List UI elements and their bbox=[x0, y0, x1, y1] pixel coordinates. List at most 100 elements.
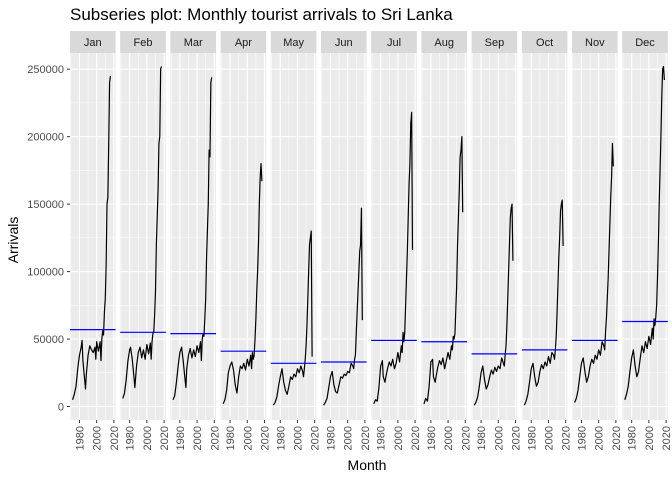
panel-background bbox=[270, 53, 317, 420]
facet-panel-jan: Jan 1980 2000 2020 bbox=[70, 31, 121, 450]
facet-panel-aug: Aug 1980 2000 2020 bbox=[421, 31, 472, 450]
x-tick-label: 1980 bbox=[74, 426, 86, 450]
x-tick-label: 2020 bbox=[159, 426, 171, 450]
x-tick-label: 2000 bbox=[493, 426, 505, 450]
x-tick-label: 2020 bbox=[410, 426, 422, 450]
facet-strip bbox=[421, 31, 467, 53]
y-tick-label: 0 bbox=[58, 402, 64, 414]
panel-background bbox=[622, 53, 668, 420]
facet-strip-label: Feb bbox=[134, 37, 153, 49]
facet-strip bbox=[270, 31, 317, 53]
x-tick-label: 1980 bbox=[275, 426, 287, 450]
panel-background bbox=[421, 53, 467, 420]
facet-panels: Jan 1980 2000 2020 Feb 1980 2000 2020 Mar 1980 200… bbox=[70, 31, 672, 450]
x-tick-label: 2020 bbox=[360, 426, 372, 450]
series-line bbox=[523, 199, 564, 406]
facet-panel-dec: Dec 1980 2000 2020 bbox=[622, 31, 672, 450]
series-line bbox=[122, 66, 163, 399]
x-tick-label: 1980 bbox=[576, 426, 588, 450]
y-tick-label: 50000 bbox=[33, 334, 64, 346]
y-axis: 0 50000 100000 150000 200000 250000 bbox=[27, 64, 70, 414]
x-tick-label: 1980 bbox=[426, 426, 438, 450]
series-line bbox=[423, 136, 464, 404]
x-tick-label: 2020 bbox=[109, 426, 121, 450]
x-axis-title: Month bbox=[348, 457, 387, 473]
x-tick-label: 2000 bbox=[242, 426, 254, 450]
facet-strip-label: Jan bbox=[84, 37, 102, 49]
x-tick-label: 2020 bbox=[259, 426, 271, 450]
x-tick-label: 1980 bbox=[175, 426, 187, 450]
x-tick-label: 2020 bbox=[460, 426, 472, 450]
y-tick-label: 150000 bbox=[27, 199, 64, 211]
series-line bbox=[373, 111, 414, 405]
panel-background bbox=[170, 53, 216, 420]
x-tick-label: 1980 bbox=[526, 426, 538, 450]
facet-panel-nov: Nov 1980 2000 2020 bbox=[572, 31, 623, 450]
facet-strip-label: May bbox=[283, 37, 304, 49]
y-tick-label: 100000 bbox=[27, 267, 64, 279]
y-tick-label: 250000 bbox=[27, 64, 64, 76]
x-tick-label: 2000 bbox=[142, 426, 154, 450]
facet-strip bbox=[521, 31, 568, 53]
y-tick-label: 200000 bbox=[27, 132, 64, 144]
facet-strip-label: Jul bbox=[387, 37, 401, 49]
x-tick-label: 2020 bbox=[209, 426, 221, 450]
panel-background bbox=[321, 53, 367, 420]
facet-strip bbox=[471, 31, 518, 53]
facet-panel-apr: Apr 1980 2000 2020 bbox=[220, 31, 271, 450]
facet-panel-mar: Mar 1980 2000 2020 bbox=[170, 31, 221, 450]
series-line bbox=[473, 203, 514, 406]
series-line bbox=[222, 163, 263, 405]
facet-panel-sep: Sep 1980 2000 2020 bbox=[471, 31, 522, 450]
x-tick-label: 2000 bbox=[393, 426, 405, 450]
facet-strip-label: Jun bbox=[335, 37, 353, 49]
x-tick-label: 2000 bbox=[543, 426, 555, 450]
panel-background bbox=[70, 53, 116, 420]
x-tick-label: 2000 bbox=[292, 426, 304, 450]
x-tick-label: 2020 bbox=[611, 426, 623, 450]
facet-panel-oct: Oct 1980 2000 2020 bbox=[521, 31, 573, 450]
x-tick-label: 2000 bbox=[644, 426, 656, 450]
facet-strip bbox=[371, 31, 417, 53]
panel-background bbox=[572, 53, 618, 420]
facet-strip bbox=[170, 31, 216, 53]
x-tick-label: 2000 bbox=[192, 426, 204, 450]
x-tick-label: 2020 bbox=[310, 426, 322, 450]
x-tick-label: 1980 bbox=[225, 426, 237, 450]
facet-strip bbox=[70, 31, 116, 53]
chart-title: Subseries plot: Monthly tourist arrivals… bbox=[70, 5, 453, 24]
series-line bbox=[624, 65, 665, 400]
series-line bbox=[574, 142, 614, 403]
facet-strip-label: Nov bbox=[585, 37, 605, 49]
x-tick-label: 1980 bbox=[325, 426, 337, 450]
facet-strip bbox=[622, 31, 668, 53]
x-tick-label: 2000 bbox=[443, 426, 455, 450]
facet-panel-feb: Feb 1980 2000 2020 bbox=[120, 31, 171, 450]
x-tick-label: 1980 bbox=[627, 426, 639, 450]
facet-panel-may: May 1980 2000 2020 bbox=[270, 31, 322, 450]
facet-strip-label: Oct bbox=[536, 37, 553, 49]
facet-panel-jul: Jul 1980 2000 2020 bbox=[371, 31, 422, 450]
x-tick-label: 1980 bbox=[125, 426, 137, 450]
y-axis-title: Arrivals bbox=[5, 217, 21, 264]
x-tick-label: 1980 bbox=[476, 426, 488, 450]
x-tick-label: 2020 bbox=[510, 426, 522, 450]
panel-background bbox=[471, 53, 518, 420]
x-tick-label: 2000 bbox=[92, 426, 104, 450]
x-tick-label: 1980 bbox=[376, 426, 388, 450]
x-tick-label: 2020 bbox=[661, 426, 672, 450]
facet-strip-label: Sep bbox=[485, 37, 505, 49]
facet-panel-jun: Jun 1980 2000 2020 bbox=[321, 31, 372, 450]
panel-background bbox=[371, 53, 417, 420]
series-line bbox=[172, 77, 213, 400]
facet-strip bbox=[220, 31, 267, 53]
facet-strip bbox=[321, 31, 367, 53]
series-line bbox=[323, 207, 363, 406]
series-line bbox=[72, 75, 112, 400]
facet-strip bbox=[120, 31, 166, 53]
facet-strip bbox=[572, 31, 618, 53]
series-line bbox=[272, 230, 313, 406]
x-tick-label: 2000 bbox=[594, 426, 606, 450]
facet-strip-label: Dec bbox=[635, 37, 655, 49]
